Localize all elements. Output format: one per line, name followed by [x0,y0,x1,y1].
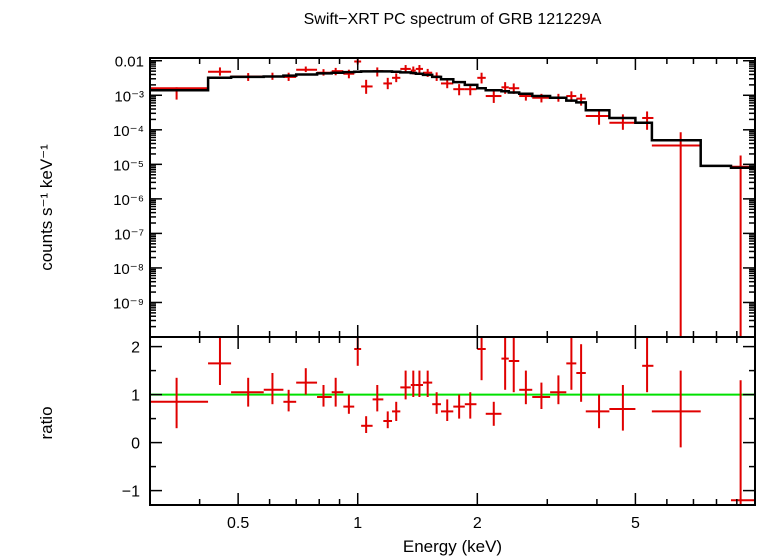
bottom-panel-frame [149,336,756,506]
y-tick-label: 10⁻⁹ [113,295,144,312]
x-tick-label: 0.5 [227,515,249,532]
y-tick-label: 10⁻⁷ [114,226,144,243]
y-tick-label: 10⁻⁵ [113,157,144,174]
ratio-tick-label: −1 [122,484,140,501]
y-tick-label: 10⁻⁶ [113,192,144,209]
ratio-tick-label: 2 [131,340,140,357]
y-tick-label: 0.01 [115,54,144,71]
y-axis-label: counts s⁻¹ keV⁻¹ [37,144,56,271]
model-step-line [150,70,755,169]
x-tick-label: 5 [631,515,640,532]
y-tick-label: 10⁻⁸ [113,261,144,278]
x-tick-label: 2 [473,515,482,532]
ratio-axis-label: ratio [37,406,56,439]
ratio-tick-label: 1 [131,388,140,405]
y-tick-label: 10⁻³ [114,88,144,105]
x-tick-label: 1 [353,515,362,532]
x-axis-label: Energy (keV) [403,537,502,556]
y-tick-label: 10⁻⁴ [113,123,144,140]
ratio-tick-label: 0 [131,436,140,453]
chart-title: Swift−XRT PC spectrum of GRB 121229A [304,11,602,28]
top-panel-frame [149,57,756,338]
